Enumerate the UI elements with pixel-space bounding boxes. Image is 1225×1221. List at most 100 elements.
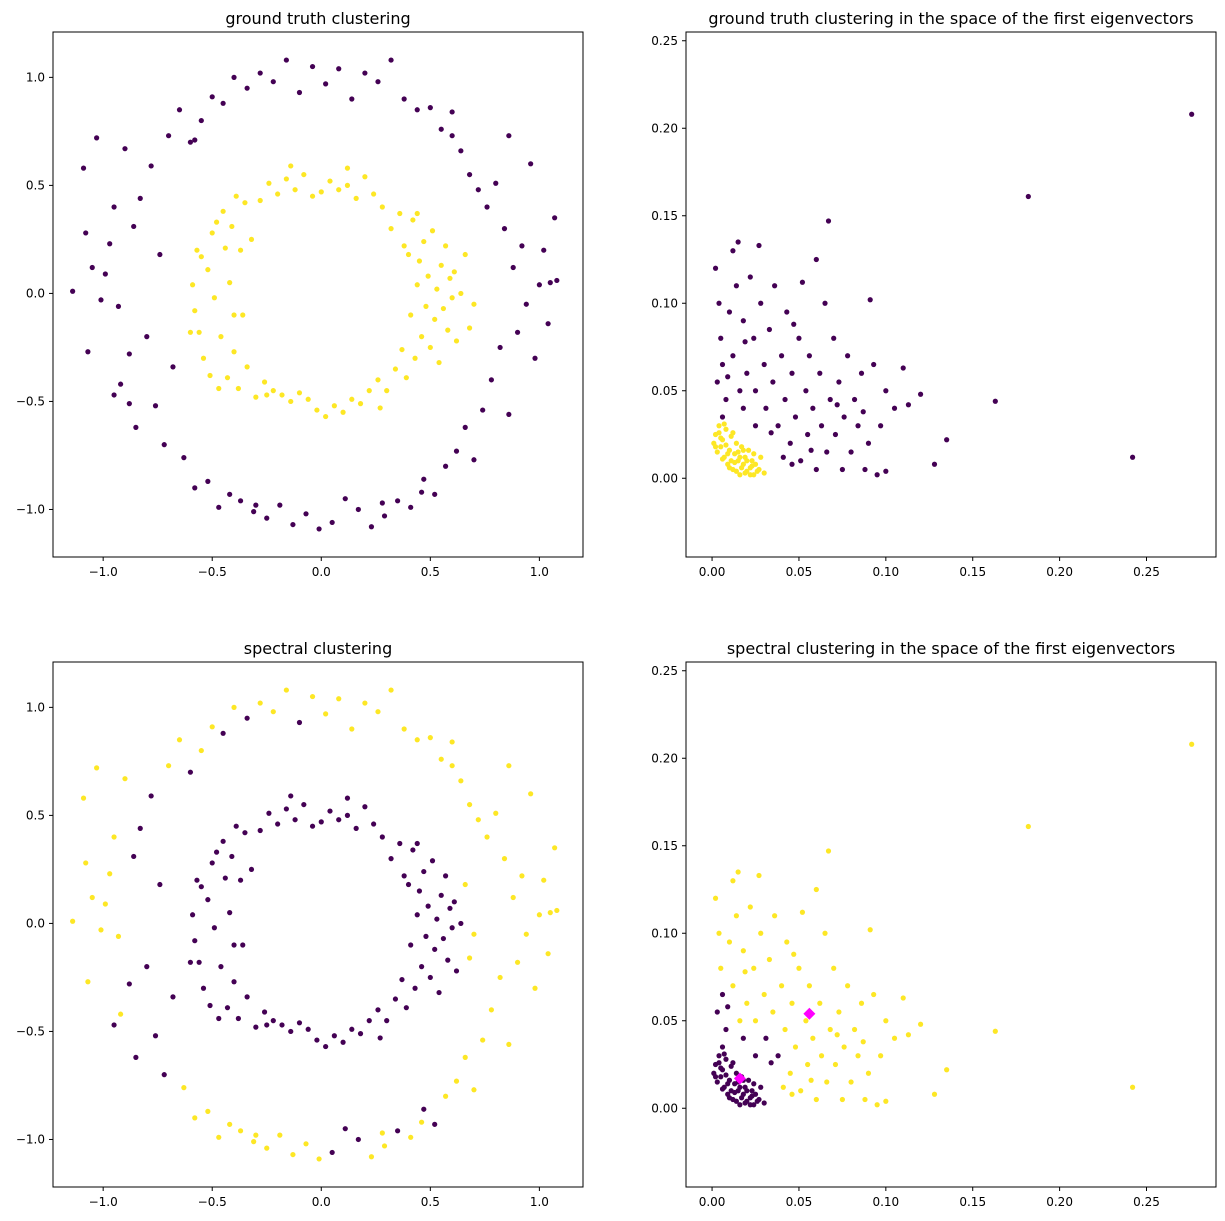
gt-rings-point <box>392 366 399 372</box>
gt-eigen-point <box>719 414 726 420</box>
sc-eigen-point <box>752 1018 759 1024</box>
sc-eigen-point <box>744 1088 750 1094</box>
gt-rings-point <box>181 455 187 461</box>
sc-rings-point <box>484 834 490 840</box>
gt-eigen-point <box>917 391 924 397</box>
sc-eigen-point <box>740 948 746 954</box>
sc-eigen-point <box>721 1051 727 1057</box>
gt-eigen-point <box>858 370 865 376</box>
sc-rings-point <box>309 693 316 700</box>
sc-eigen-point <box>778 983 785 989</box>
gt-eigen-point <box>742 470 748 476</box>
sc-eigen-point <box>780 1084 786 1090</box>
sc-rings-point <box>189 912 196 918</box>
gt-eigen-point <box>740 447 746 453</box>
gt-eigen-point <box>775 423 781 429</box>
gt-rings-point <box>231 74 237 80</box>
sc-eigen-point <box>822 930 828 936</box>
sc-rings-point <box>414 912 420 918</box>
sc-rings-point <box>442 1093 449 1099</box>
sc-rings-point <box>152 1033 159 1039</box>
gt-eigen-point <box>733 440 739 446</box>
gt-rings-axes-frame <box>52 31 584 558</box>
sc-rings-point <box>118 1011 124 1017</box>
gt-rings-point <box>152 403 159 409</box>
sc-eigen-point <box>714 1009 720 1015</box>
sc-rings-point <box>253 1132 259 1138</box>
gt-eigen-point <box>839 466 845 473</box>
gt-rings-point <box>366 388 372 394</box>
gt-rings-point <box>216 385 222 392</box>
gt-eigen-point <box>737 454 743 460</box>
sc-rings-point <box>392 996 399 1002</box>
gt-eigen-point <box>716 423 722 429</box>
sc-eigen-point <box>733 1098 739 1104</box>
gt-rings-point <box>85 349 91 355</box>
gt-eigen-point <box>742 339 748 345</box>
sc-rings-point <box>451 899 457 905</box>
gt-rings-point <box>357 401 364 407</box>
gt-rings-point <box>209 230 215 236</box>
sc-rings-point <box>211 925 217 931</box>
gt-rings-point <box>244 85 250 91</box>
gt-rings-point <box>224 375 231 381</box>
sc-rings-point <box>536 912 542 918</box>
sc-rings-point <box>410 847 416 853</box>
sc-rings-point <box>111 1022 117 1028</box>
gt-rings-point <box>519 243 525 249</box>
gt-eigen-point <box>813 256 819 263</box>
gt-rings-point <box>440 305 447 312</box>
sc-rings-point <box>248 866 255 873</box>
gt-rings-point <box>421 238 427 245</box>
gt-eigen-point <box>860 409 866 415</box>
sc-rings-point <box>266 810 272 816</box>
gt-rings-point <box>488 377 494 383</box>
sc-rings-point <box>445 957 451 963</box>
sc-eigen-point <box>730 878 736 884</box>
sc-eigen-point <box>732 1089 738 1096</box>
gt-rings-point <box>80 165 87 171</box>
gt-eigen-point <box>841 414 847 420</box>
sc-rings-point <box>257 700 263 706</box>
gt-rings-point <box>251 509 257 515</box>
sc-rings-point <box>83 860 89 866</box>
sc-eigen-point <box>883 1018 889 1024</box>
sc-rings-point <box>384 1018 390 1024</box>
gt-eigen-point <box>744 370 750 376</box>
gt-rings-point <box>449 109 455 115</box>
gt-rings-point <box>207 372 213 379</box>
sc-rings-point <box>366 1018 372 1024</box>
sc-eigen-point <box>878 1053 884 1059</box>
sc-rings-xtick-label: −1.0 <box>89 1195 118 1209</box>
gt-eigen-point <box>803 388 809 394</box>
gt-rings-point <box>148 163 154 169</box>
gt-rings-point <box>248 236 255 243</box>
gt-rings-point <box>237 247 244 253</box>
gt-eigen-point <box>792 414 799 420</box>
sc-rings-point <box>94 765 100 771</box>
sc-eigen-point <box>860 1039 866 1045</box>
sc-eigen-point <box>841 1044 847 1050</box>
gt-rings-point <box>410 217 416 223</box>
gt-eigen-point <box>1129 454 1136 460</box>
sc-rings-point <box>344 795 351 801</box>
gt-rings-point <box>288 398 294 405</box>
sc-eigen-title: spectral clustering in the space of the … <box>727 639 1175 658</box>
gt-rings-point <box>264 392 270 398</box>
gt-rings-point <box>192 485 198 491</box>
sc-rings-point <box>111 834 117 840</box>
gt-eigen-point <box>931 461 938 467</box>
gt-rings-point <box>397 210 403 217</box>
gt-eigen-point <box>758 454 764 460</box>
sc-rings-point <box>170 994 176 1000</box>
sc-eigen-ytick-label: 0.15 <box>651 839 678 853</box>
gt-rings-point <box>227 491 233 497</box>
sc-eigen-point <box>798 1088 804 1094</box>
sc-rings-point <box>231 704 237 710</box>
sc-rings-point <box>510 894 516 901</box>
sc-eigen-point <box>737 1102 743 1108</box>
sc-rings-point <box>375 709 381 715</box>
sc-rings-ytick-label: 0.5 <box>26 808 45 822</box>
sc-rings-point <box>541 877 547 883</box>
gt-eigen-point <box>733 468 739 474</box>
